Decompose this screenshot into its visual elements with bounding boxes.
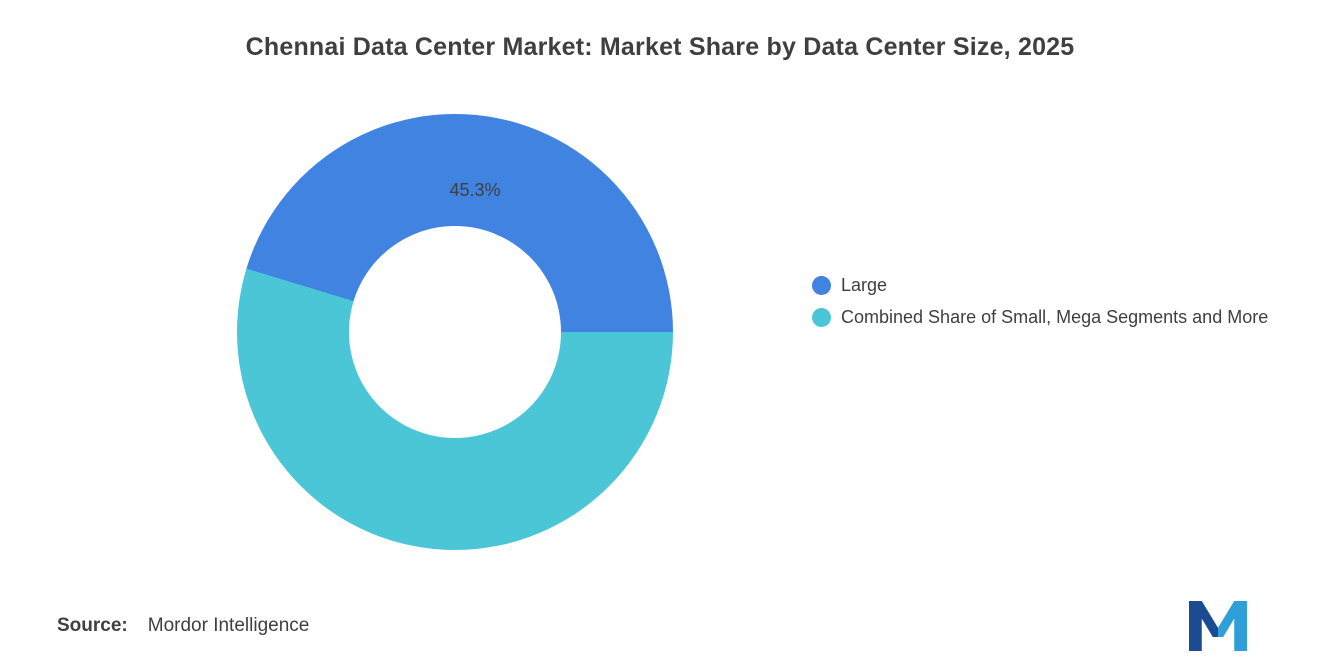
slice-label-large: 45.3% (449, 180, 501, 200)
chart-title: Chennai Data Center Market: Market Share… (245, 33, 1075, 61)
source-label: Source: (57, 615, 128, 636)
donut-hole (349, 226, 561, 438)
source-note: Source: Mordor Intelligence (57, 615, 309, 637)
source-value: Mordor Intelligence (147, 615, 310, 636)
legend-label-large: Large (841, 275, 888, 295)
legend-swatch-circle-icon (812, 276, 831, 295)
legend-item-combined: Combined Share of Small, Mega Segments a… (812, 303, 1268, 331)
logo-right-shape (1218, 601, 1247, 651)
donut-chart: 45.3% (237, 114, 673, 550)
legend-item-large: Large (812, 271, 1268, 299)
legend: Large Combined Share of Small, Mega Segm… (812, 271, 1268, 331)
legend-label-combined: Combined Share of Small, Mega Segments a… (841, 307, 1269, 327)
legend-swatch-circle-icon (812, 308, 831, 327)
logo-left-shape (1189, 601, 1218, 651)
mordor-intelligence-logo (1189, 601, 1247, 651)
